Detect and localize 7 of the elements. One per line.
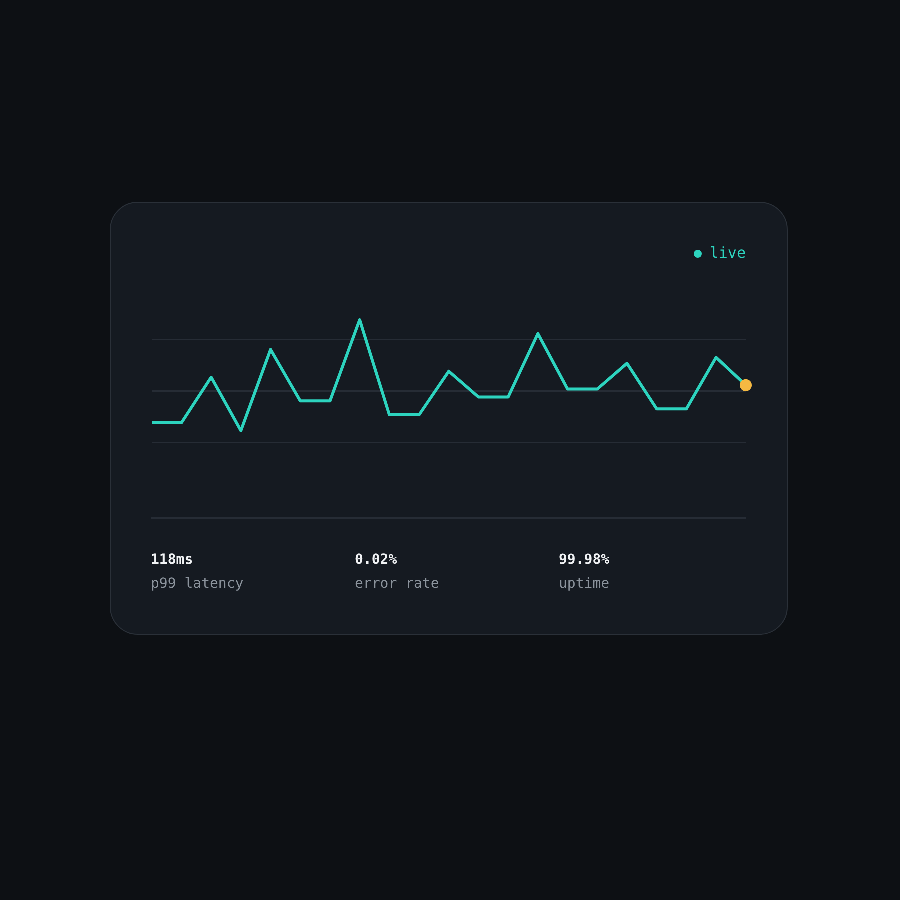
- text: 0.02%: [355, 552, 398, 568]
- text: live: [710, 244, 746, 262]
- text: 99.98%: [559, 552, 610, 568]
- text: 118ms: [151, 552, 194, 568]
- text: uptime: [559, 576, 610, 592]
- text: p99 latency: [151, 576, 244, 592]
- text: error rate: [355, 576, 440, 592]
